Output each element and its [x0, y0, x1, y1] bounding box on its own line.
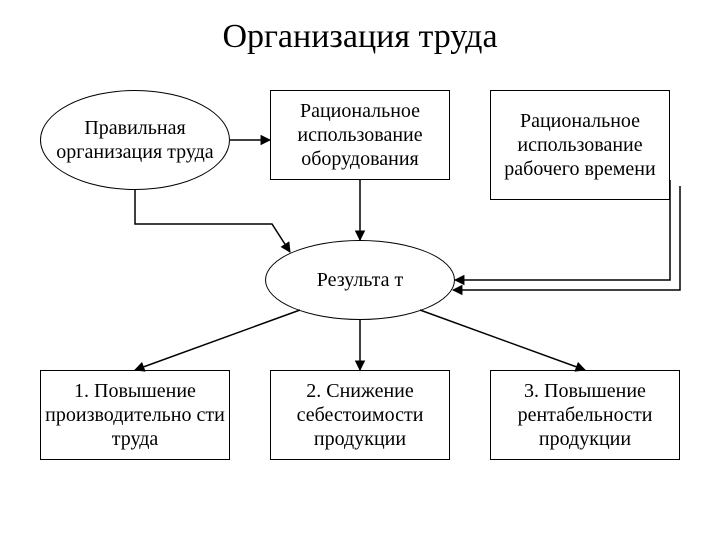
- edge: [420, 310, 585, 370]
- edge: [135, 190, 290, 252]
- node-result-2: 2. Снижение себестоимости продукции: [270, 370, 450, 460]
- node-correct-org: Правильная организация труда: [40, 90, 230, 190]
- node-label: 2. Снижение себестоимости продукции: [275, 379, 445, 451]
- node-label: Рациональное использование рабочего врем…: [495, 109, 665, 181]
- node-time-use: Рациональное использование рабочего врем…: [490, 90, 670, 200]
- node-label: 1. Повышение производительно сти труда: [45, 379, 225, 451]
- node-result-1: 1. Повышение производительно сти труда: [40, 370, 230, 460]
- node-label: 3. Повышение рентабельности продукции: [495, 379, 675, 451]
- node-result: Результа т: [265, 240, 455, 320]
- node-label: Результа т: [317, 268, 404, 292]
- node-label: Правильная организация труда: [45, 116, 225, 164]
- node-equipment-use: Рациональное использование оборудования: [270, 90, 450, 180]
- edge: [453, 186, 680, 290]
- node-label: Рациональное использование оборудования: [275, 99, 445, 171]
- diagram-title: Организация труда: [0, 18, 720, 56]
- node-result-3: 3. Повышение рентабельности продукции: [490, 370, 680, 460]
- edge: [135, 310, 300, 370]
